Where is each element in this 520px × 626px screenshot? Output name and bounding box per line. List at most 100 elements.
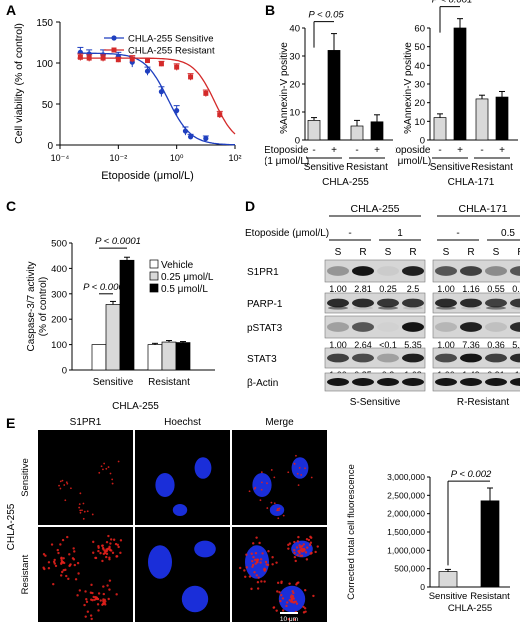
s1pr1-puncta (303, 607, 307, 610)
s1pr1-puncta (260, 488, 263, 491)
s1pr1-puncta (56, 548, 59, 552)
s1pr1-puncta (266, 563, 270, 567)
s1pr1-puncta (293, 462, 296, 465)
blot-band (485, 378, 507, 386)
y-axis-label: Corrected total cell fluorescence (346, 464, 357, 600)
s1pr1-puncta (61, 538, 65, 542)
s1pr1-puncta (105, 548, 108, 551)
s1pr1-puncta (65, 481, 68, 484)
blot-band (510, 353, 520, 363)
s1pr1-puncta (111, 478, 114, 481)
s1pr1-puncta (286, 601, 289, 604)
s1pr1-puncta (300, 554, 304, 557)
y-tick-label: 400 (51, 264, 67, 275)
s1pr1-puncta (78, 503, 81, 506)
blot-band (460, 322, 482, 332)
nucleus (194, 540, 216, 558)
s1pr1-puncta (109, 542, 112, 545)
blot-band (460, 353, 482, 363)
s1pr1-puncta (271, 556, 274, 559)
s1pr1-puncta (292, 601, 296, 604)
y-tick-label: 1,000,000 (387, 545, 425, 555)
s1pr1-puncta (105, 555, 108, 559)
s1pr1-puncta (255, 536, 258, 539)
s1pr1-puncta (72, 547, 75, 550)
s1pr1-puncta (256, 560, 259, 564)
western-blot-panel: CHLA-255 CHLA-171 Etoposide (μmol/L) - 1 - 0.5… (245, 203, 520, 408)
x-tick-label: 10⁰ (170, 153, 184, 163)
s1pr1-puncta (77, 572, 80, 575)
s1pr1-puncta (59, 574, 63, 577)
s1pr1-puncta (89, 614, 93, 617)
s1pr1-puncta (254, 486, 257, 489)
treatment-sign: + (457, 145, 463, 156)
s1pr1-puncta (288, 542, 292, 545)
y-tick-label: 0 (295, 136, 300, 147)
s1pr1-puncta (251, 565, 254, 568)
annexin-bar (370, 121, 384, 141)
nucleus (172, 504, 188, 516)
series-0-fit-line (77, 52, 235, 146)
s1pr1-puncta (63, 484, 66, 486)
caspase-bar (161, 341, 177, 371)
etoposide-row-label-line1: Etoposide (395, 145, 431, 156)
legend-label-2: 0.5 μmol/L (161, 284, 208, 295)
series-1-point (217, 112, 223, 118)
blot-band (352, 353, 374, 363)
s1pr1-puncta (256, 587, 260, 590)
blot-band (352, 266, 374, 276)
caspase-bar (119, 259, 135, 371)
s1pr1-puncta (261, 481, 263, 484)
s1pr1-puncta (98, 471, 101, 474)
series-0-point (144, 68, 151, 74)
s1pr1-puncta (105, 467, 108, 470)
lane-label: R (359, 247, 366, 258)
s1pr1-puncta (277, 517, 280, 520)
s1pr1-puncta (102, 599, 105, 603)
blot-band (377, 353, 399, 363)
legend-label-1: 0.25 μmol/L (161, 272, 214, 283)
series-0-point (158, 89, 165, 95)
s1pr1-puncta (307, 538, 311, 542)
s1pr1-puncta (259, 558, 263, 561)
s1pr1-puncta (310, 551, 313, 555)
s1pr1-puncta (297, 535, 300, 539)
lane-label: R (409, 247, 416, 258)
densitometry-value: 1.16 (462, 284, 480, 294)
y-tick-label: 50 (414, 42, 425, 53)
s1pr1-puncta (47, 561, 51, 564)
etoposide-label: Etoposide (μmol/L) (245, 228, 329, 239)
densitometry-value: 2.64 (354, 340, 372, 350)
annexin-bar (327, 50, 341, 141)
s1pr1-puncta (99, 551, 102, 555)
s1pr1-puncta (257, 576, 260, 579)
annexin-bar (307, 120, 321, 141)
s1pr1-puncta (79, 492, 82, 495)
blot-band (402, 322, 424, 332)
blot-band (327, 266, 349, 276)
y-axis-label: Cell viability (% of control) (13, 23, 25, 144)
densitometry-value: 0.55 (487, 284, 505, 294)
s1pr1-puncta (70, 487, 72, 490)
series-0-point (182, 128, 189, 134)
legend-marker-1 (111, 47, 117, 53)
dose-label: 1 (397, 228, 403, 239)
s1pr1-puncta (250, 552, 253, 555)
s1pr1-puncta (62, 557, 65, 560)
s1pr1-puncta (245, 566, 248, 569)
s1pr1-puncta (295, 583, 298, 586)
s1pr1-puncta (94, 596, 97, 599)
s1pr1-puncta (81, 509, 83, 512)
viability-curve-chart: 0 50 100 150 10⁻⁴ 10⁻² 10⁰ 10² Cell viability (%… (13, 18, 242, 182)
s1pr1-puncta (78, 589, 82, 592)
s1pr1-puncta (261, 552, 264, 555)
dose-label: 0.5 (501, 228, 515, 239)
group-label: Resistant (346, 162, 388, 173)
s1pr1-puncta (89, 591, 93, 594)
blot-band (377, 322, 399, 332)
s1pr1-puncta (255, 574, 258, 577)
s1pr1-puncta (287, 618, 290, 621)
blot-band (327, 322, 349, 332)
nucleus (181, 585, 209, 613)
s1pr1-puncta (287, 543, 290, 547)
